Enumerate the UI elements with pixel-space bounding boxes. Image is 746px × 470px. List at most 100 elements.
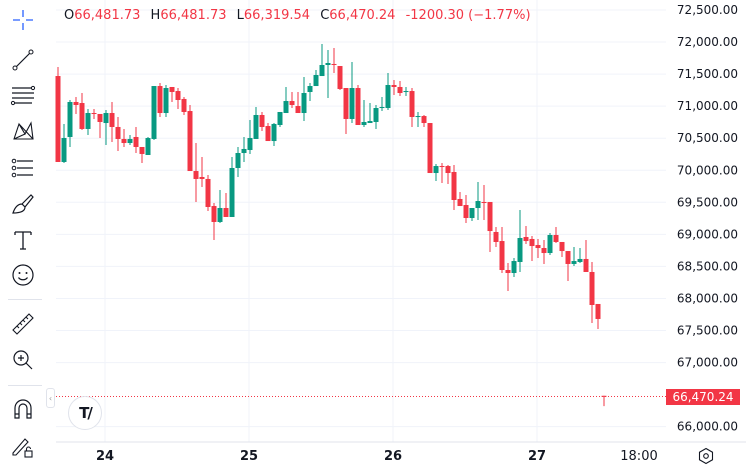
price-axis[interactable]: 72,500.00 72,000.00 71,500.00 71,000.00 70,5…	[677, 3, 738, 434]
candle-body	[523, 236, 529, 242]
candle-body	[313, 75, 319, 87]
candle	[469, 208, 475, 222]
lock-drawings-icon	[12, 438, 33, 458]
candle	[151, 86, 157, 140]
zoom-in-icon	[13, 350, 33, 370]
collapse-toolbar-button[interactable]: ‹	[46, 388, 55, 408]
candle-body	[493, 231, 499, 242]
candle	[355, 85, 361, 125]
candle-body	[85, 113, 91, 129]
candle-body	[367, 121, 373, 124]
candle-body	[247, 138, 253, 150]
candle-body	[577, 258, 583, 262]
settings-icon	[698, 447, 714, 465]
candle	[571, 246, 577, 267]
candle-body	[433, 166, 439, 174]
candle-body	[67, 101, 73, 137]
candle-body	[355, 88, 361, 125]
candle	[601, 395, 607, 407]
candle-body	[487, 201, 493, 232]
candle-body	[481, 201, 487, 204]
candle	[313, 70, 319, 87]
candle	[109, 101, 115, 142]
trend-line-tool[interactable]	[9, 46, 37, 74]
candle-body	[373, 108, 379, 122]
time-axis[interactable]: 24 25 26 27 18:00	[96, 449, 658, 464]
tradingview-logo[interactable]: T/	[68, 396, 102, 430]
candle-body	[445, 166, 451, 174]
candle-body	[205, 178, 211, 207]
candle-body	[379, 106, 385, 109]
candle	[67, 100, 73, 147]
crosshair-tool[interactable]	[9, 6, 37, 34]
candle	[553, 226, 559, 244]
candle	[97, 113, 103, 139]
candle-body	[385, 85, 391, 109]
candle	[367, 103, 373, 124]
candle	[175, 88, 181, 109]
candle	[121, 128, 127, 147]
candle	[445, 165, 451, 184]
candle	[499, 226, 505, 274]
emoji-tool[interactable]	[9, 261, 37, 289]
candle	[559, 241, 565, 257]
magnet-tool[interactable]	[9, 395, 37, 423]
candle	[535, 238, 541, 259]
candles	[55, 43, 607, 407]
candle	[577, 248, 583, 264]
candle-body	[259, 115, 265, 127]
candle	[241, 136, 247, 162]
price-tick-label: 68,500.00	[677, 259, 738, 273]
candle	[217, 190, 223, 224]
candle-body	[271, 123, 277, 142]
candle-body	[235, 153, 241, 169]
candle	[421, 115, 427, 127]
candle	[289, 91, 295, 109]
price-tick-label: 66,000.00	[677, 420, 738, 434]
candle-body	[511, 261, 517, 274]
candle-body	[289, 101, 295, 105]
candle	[79, 93, 85, 130]
candle-body	[457, 198, 463, 207]
candle	[409, 88, 415, 127]
candle	[265, 123, 271, 142]
text-icon	[14, 231, 32, 250]
text-tool[interactable]	[9, 226, 37, 254]
candle	[361, 100, 367, 127]
candle	[385, 73, 391, 110]
ruler-icon	[12, 313, 34, 335]
candle-body	[277, 111, 283, 125]
candle-body	[187, 111, 193, 172]
candle	[247, 120, 253, 154]
candle-body	[529, 238, 535, 247]
magnet-icon	[14, 399, 32, 419]
candle-body	[199, 176, 205, 179]
candle	[541, 240, 547, 264]
candle	[391, 80, 397, 95]
candle-body	[139, 146, 145, 154]
forecast-tool[interactable]	[9, 154, 37, 182]
candle-body	[427, 123, 433, 174]
candle	[595, 303, 601, 329]
measure-tool[interactable]	[9, 310, 37, 338]
candle	[403, 86, 409, 97]
chart-settings-button[interactable]	[697, 447, 715, 465]
candle-body	[295, 106, 301, 114]
open-label: O	[64, 8, 75, 23]
fib-retracement-tool[interactable]	[9, 82, 37, 110]
candle-body	[181, 98, 187, 112]
candle-body	[439, 166, 445, 168]
candle-body	[415, 116, 421, 118]
candle-body	[589, 271, 595, 305]
candle-body	[565, 251, 571, 264]
candle	[235, 146, 241, 177]
brush-tool[interactable]	[9, 190, 37, 218]
candle	[319, 43, 325, 77]
lock-drawings-tool[interactable]	[9, 432, 37, 460]
candle	[565, 251, 571, 282]
candle-body	[349, 88, 355, 119]
pattern-tool[interactable]	[9, 117, 37, 145]
candle-body	[157, 86, 163, 114]
zoom-tool[interactable]	[9, 346, 37, 374]
